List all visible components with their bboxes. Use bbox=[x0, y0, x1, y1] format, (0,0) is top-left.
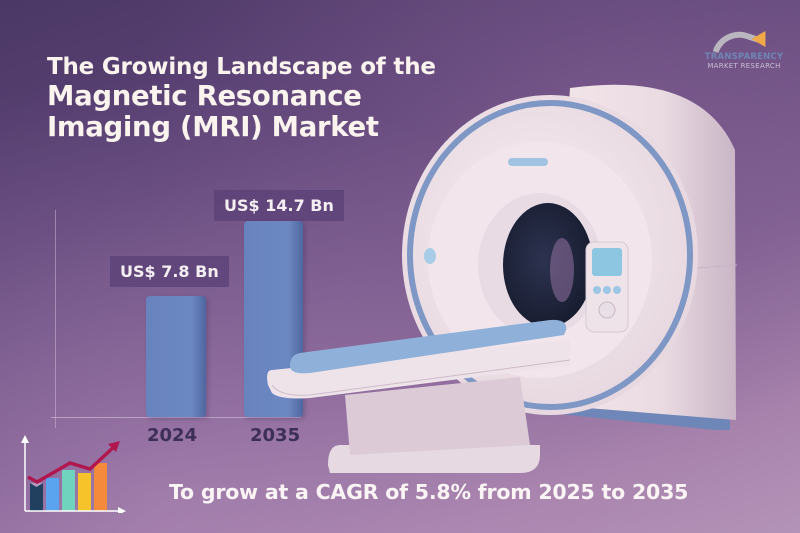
bar-2024 bbox=[146, 296, 206, 417]
page-title: The Growing Landscape of the Magnetic Re… bbox=[47, 54, 436, 143]
title-line-1: The Growing Landscape of the bbox=[47, 54, 436, 80]
logo-subtitle: MARKET RESEARCH bbox=[707, 62, 781, 70]
bar-value-label-2035: US$ 14.7 Bn bbox=[214, 190, 344, 221]
title-line-2: Magnetic Resonance bbox=[47, 79, 362, 112]
growth-chart-icon bbox=[21, 435, 126, 513]
company-logo: TRANSPARENCY MARKET RESEARCH bbox=[698, 22, 790, 80]
chart-y-axis bbox=[55, 210, 56, 428]
category-label-2035: 2035 bbox=[250, 425, 301, 446]
cagr-annotation: To grow at a CAGR of 5.8% from 2025 to 2… bbox=[169, 480, 689, 504]
title-line-3: Imaging (MRI) Market bbox=[47, 110, 379, 143]
bar-value-label-2024: US$ 7.8 Bn bbox=[110, 256, 229, 287]
category-label-2024: 2024 bbox=[147, 425, 198, 446]
chart-x-axis bbox=[51, 417, 301, 418]
patient-table-illustration bbox=[267, 319, 570, 473]
logo-name: TRANSPARENCY bbox=[704, 52, 784, 62]
mri-machine-illustration bbox=[402, 84, 738, 430]
